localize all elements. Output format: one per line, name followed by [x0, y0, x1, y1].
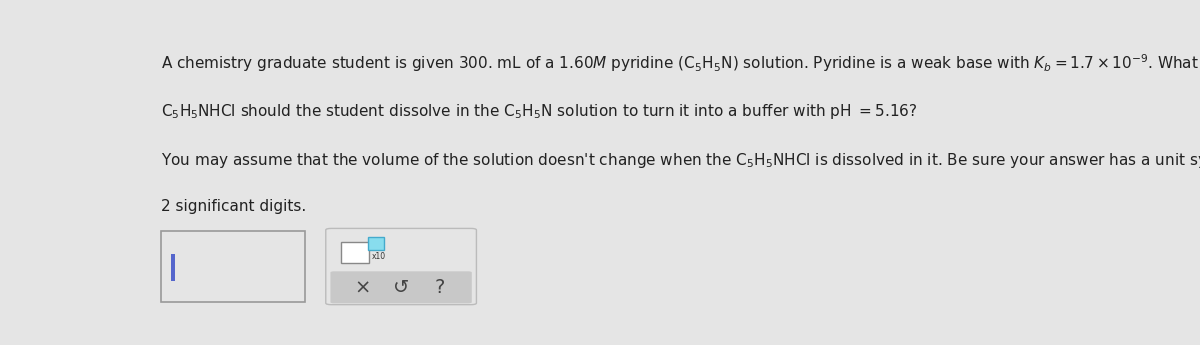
FancyBboxPatch shape	[341, 243, 370, 263]
Text: ↺: ↺	[392, 278, 409, 297]
Text: You may assume that the volume of the solution doesn't change when the $\mathreg: You may assume that the volume of the so…	[161, 151, 1200, 170]
Text: ?: ?	[434, 278, 445, 297]
Text: A chemistry graduate student is given 300. mL of a 1.60$\it{M}$ pyridine $\left(: A chemistry graduate student is given 30…	[161, 52, 1200, 74]
FancyBboxPatch shape	[330, 271, 472, 303]
Text: x10: x10	[372, 253, 386, 262]
FancyBboxPatch shape	[367, 237, 384, 250]
Text: 2 significant digits.: 2 significant digits.	[161, 199, 306, 214]
Text: $\mathregular{C_5H_5}$NHCl should the student dissolve in the $\mathregular{C_5H: $\mathregular{C_5H_5}$NHCl should the st…	[161, 102, 918, 121]
Text: ×: ×	[354, 278, 371, 297]
FancyBboxPatch shape	[161, 231, 305, 302]
Bar	[172, 254, 175, 280]
FancyBboxPatch shape	[325, 228, 476, 305]
